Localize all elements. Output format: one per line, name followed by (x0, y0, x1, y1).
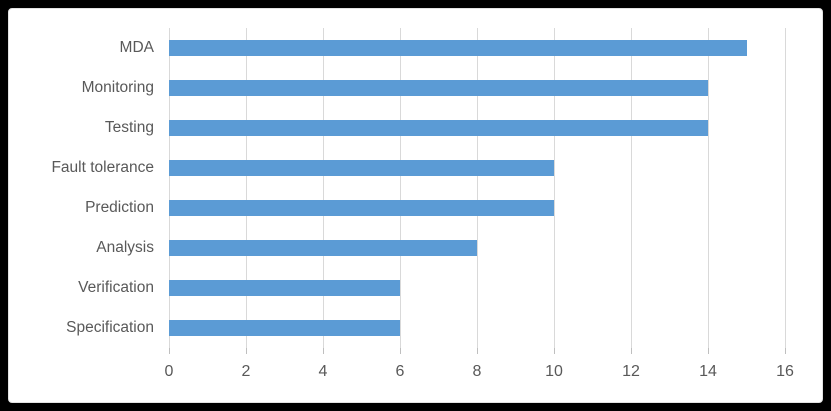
gridline-2 (246, 28, 247, 348)
value-axis-label: 16 (776, 363, 794, 380)
value-axis-label: 4 (318, 363, 328, 380)
value-axis-label: 14 (699, 363, 717, 380)
value-axis-label: 12 (622, 363, 640, 380)
category-label: Specification (66, 319, 154, 336)
bar-chart: MDA Monitoring Testing Fault tolerance Predi… (8, 8, 823, 403)
bar-fault-tolerance (169, 160, 554, 176)
axis-tick-2 (246, 348, 247, 354)
gridline-14 (708, 28, 709, 348)
plot-area (169, 28, 786, 348)
category-label: Monitoring (81, 79, 154, 96)
axis-tick-6 (400, 348, 401, 354)
category-label: Testing (104, 119, 154, 136)
gridline-10 (554, 28, 555, 348)
value-axis-label: 6 (395, 363, 405, 380)
bar-analysis (169, 240, 477, 256)
gridline-4 (323, 28, 324, 348)
axis-tick-8 (477, 348, 478, 354)
value-axis-label: 10 (545, 363, 563, 380)
bar-specification (169, 320, 400, 336)
bar-verification (169, 280, 400, 296)
axis-tick-4 (323, 348, 324, 354)
category-label: Prediction (85, 199, 154, 216)
value-axis-label: 8 (472, 363, 482, 380)
category-label: Analysis (96, 239, 154, 256)
bar-monitoring (169, 80, 708, 96)
gridline-16 (785, 28, 786, 348)
axis-tick-14 (708, 348, 709, 354)
gridline-8 (477, 28, 478, 348)
category-label: Fault tolerance (51, 159, 154, 176)
bar-mda (169, 40, 747, 56)
axis-tick-10 (554, 348, 555, 354)
value-axis-label: 0 (164, 363, 174, 380)
gridline-12 (631, 28, 632, 348)
bar-prediction (169, 200, 554, 216)
gridline-6 (400, 28, 401, 348)
axis-tick-12 (631, 348, 632, 354)
axis-tick-16 (785, 348, 786, 354)
gridline-0 (169, 28, 170, 348)
value-axis-label: 2 (241, 363, 251, 380)
category-label: MDA (119, 39, 154, 56)
axis-tick-0 (169, 348, 170, 354)
category-label: Verification (78, 279, 154, 296)
bar-testing (169, 120, 708, 136)
